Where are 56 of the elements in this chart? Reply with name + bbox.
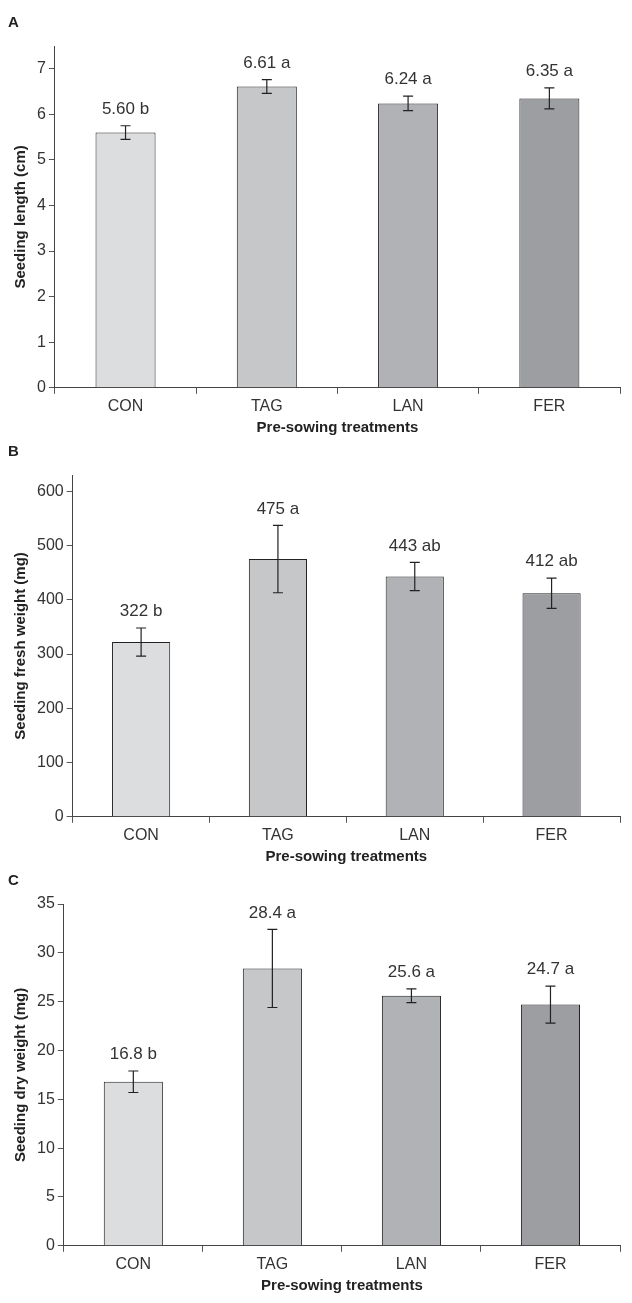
y-tick-label: 15	[37, 1089, 55, 1107]
x-tick-label: FER	[535, 825, 568, 843]
y-axis-title: Seeding dry weight (mg)	[11, 987, 29, 1162]
y-tick-label: 35	[37, 894, 55, 912]
y-tick-label: 5	[45, 1187, 55, 1205]
y-tick-label: 4	[36, 195, 46, 213]
y-tick-label: 100	[36, 752, 64, 770]
y-tick-label: 400	[36, 590, 64, 608]
x-tick-label: CON	[107, 396, 144, 414]
data-label: 5.60 b	[101, 98, 150, 118]
chart-title: A	[8, 13, 19, 31]
y-tick-label: 20	[37, 1040, 55, 1058]
x-axis-title: Pre-sowing treatments	[265, 847, 428, 865]
x-tick-label: CON	[123, 825, 159, 843]
y-tick-label: 5	[36, 150, 46, 168]
y-tick-label: 200	[36, 698, 64, 716]
data-label: 6.61 a	[243, 52, 291, 72]
y-tick-label: 6	[36, 104, 46, 122]
y-tick-label: 7	[36, 59, 46, 77]
y-tick-label: 300	[36, 644, 64, 662]
y-tick-label: 2	[36, 287, 46, 305]
data-label: 24.7 a	[526, 959, 575, 979]
y-tick-label: 0	[54, 807, 64, 825]
data-label: 475 a	[256, 498, 300, 518]
data-label: 25.6 a	[387, 962, 436, 982]
y-tick-label: 3	[36, 241, 46, 259]
x-tick-label: LAN	[395, 1254, 427, 1272]
x-tick-label: LAN	[399, 825, 431, 843]
chart-title: C	[8, 871, 19, 889]
y-axis-title: Seeding length (cm)	[11, 145, 29, 289]
y-tick-label: 25	[37, 992, 55, 1010]
y-tick-label: 0	[45, 1236, 55, 1254]
data-label: 6.35 a	[525, 61, 574, 81]
y-axis-title: Seeding fresh weight (mg)	[11, 552, 29, 740]
y-tick-label: 0	[36, 378, 46, 396]
x-tick-label: TAG	[250, 396, 283, 414]
y-tick-label: 1	[36, 332, 46, 350]
data-label: 412 ab	[525, 551, 578, 571]
x-tick-label: TAG	[262, 825, 294, 843]
y-tick-label: 30	[37, 943, 55, 961]
data-label: 322 b	[119, 601, 163, 621]
x-tick-label: TAG	[256, 1254, 289, 1272]
chart-title: B	[8, 442, 19, 460]
data-label: 16.8 b	[109, 1044, 157, 1064]
x-tick-label: FER	[533, 396, 566, 414]
y-tick-label: 10	[37, 1138, 55, 1156]
data-label: 28.4 a	[248, 902, 297, 922]
x-tick-label: FER	[534, 1254, 567, 1272]
data-label: 6.24 a	[384, 69, 433, 89]
x-tick-label: CON	[115, 1254, 152, 1272]
x-tick-label: LAN	[392, 396, 424, 414]
x-axis-title: Pre-sowing treatments	[261, 1276, 423, 1294]
y-tick-label: 500	[36, 535, 64, 553]
x-axis-title: Pre-sowing treatments	[256, 418, 419, 436]
y-tick-label: 600	[36, 481, 64, 499]
data-label: 443 ab	[388, 535, 441, 555]
